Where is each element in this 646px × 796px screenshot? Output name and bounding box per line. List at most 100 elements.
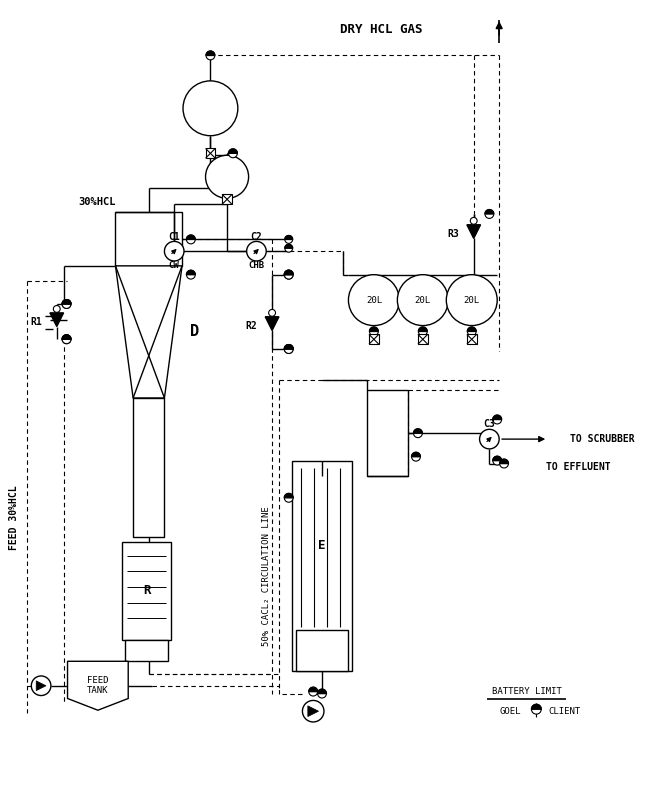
Polygon shape <box>309 687 318 692</box>
Circle shape <box>269 310 275 316</box>
Bar <box>133 398 165 537</box>
Polygon shape <box>187 271 195 275</box>
Text: C3: C3 <box>483 419 495 429</box>
Circle shape <box>284 271 293 279</box>
Polygon shape <box>485 209 494 214</box>
Circle shape <box>187 271 195 279</box>
Text: R1: R1 <box>30 317 42 326</box>
Circle shape <box>532 704 541 714</box>
Circle shape <box>446 275 497 326</box>
Circle shape <box>229 149 237 158</box>
Text: 20L: 20L <box>464 295 480 305</box>
Text: 20L: 20L <box>366 295 382 305</box>
Circle shape <box>62 299 71 308</box>
Circle shape <box>62 335 71 344</box>
Circle shape <box>479 429 499 449</box>
Circle shape <box>499 459 508 468</box>
Bar <box>205 148 215 158</box>
Polygon shape <box>284 345 293 349</box>
Circle shape <box>467 327 476 336</box>
Bar <box>369 334 379 344</box>
Circle shape <box>309 687 318 696</box>
Text: CHB: CHB <box>248 261 264 271</box>
Text: DRY HCL GAS: DRY HCL GAS <box>340 24 423 37</box>
Circle shape <box>206 51 215 60</box>
Polygon shape <box>284 345 293 349</box>
Polygon shape <box>50 313 63 326</box>
Polygon shape <box>493 416 501 419</box>
Circle shape <box>493 416 501 424</box>
Circle shape <box>419 327 427 336</box>
Circle shape <box>470 217 477 224</box>
Polygon shape <box>266 317 279 330</box>
Polygon shape <box>493 456 501 461</box>
Polygon shape <box>284 271 293 275</box>
Polygon shape <box>62 335 71 339</box>
Polygon shape <box>62 299 71 304</box>
Circle shape <box>413 429 422 438</box>
Circle shape <box>247 241 266 261</box>
Polygon shape <box>116 266 182 398</box>
Bar <box>296 630 348 671</box>
Circle shape <box>284 494 293 502</box>
Text: R: R <box>143 584 151 597</box>
Bar <box>122 542 171 640</box>
Circle shape <box>165 241 184 261</box>
Circle shape <box>397 275 448 326</box>
Text: 50% CACL₂ CIRCULATION LINE: 50% CACL₂ CIRCULATION LINE <box>262 506 271 646</box>
Text: FEED 30%HCL: FEED 30%HCL <box>8 485 19 550</box>
Text: BATTERY LIMIT: BATTERY LIMIT <box>492 687 561 696</box>
Circle shape <box>62 299 71 308</box>
Bar <box>291 461 352 671</box>
Circle shape <box>54 306 60 312</box>
Text: CLIENT: CLIENT <box>548 707 580 716</box>
Polygon shape <box>285 244 293 248</box>
Circle shape <box>31 676 51 696</box>
Bar <box>116 212 182 266</box>
Polygon shape <box>419 327 427 331</box>
Text: GOEL: GOEL <box>499 707 521 716</box>
Polygon shape <box>318 689 326 693</box>
Polygon shape <box>62 335 71 339</box>
Text: 30%HCL: 30%HCL <box>78 197 116 207</box>
Polygon shape <box>412 452 421 457</box>
Text: C1: C1 <box>169 232 180 241</box>
Polygon shape <box>285 236 293 240</box>
Circle shape <box>284 345 293 353</box>
Bar <box>222 194 232 205</box>
Polygon shape <box>499 459 508 463</box>
Bar <box>467 334 477 344</box>
Polygon shape <box>284 271 293 275</box>
Polygon shape <box>307 706 318 716</box>
Circle shape <box>205 155 249 198</box>
Circle shape <box>318 689 326 698</box>
Polygon shape <box>532 704 541 709</box>
Circle shape <box>62 335 71 344</box>
Polygon shape <box>467 224 481 239</box>
Text: FEED
TANK: FEED TANK <box>87 676 109 696</box>
Text: C2: C2 <box>251 232 262 241</box>
Text: R3: R3 <box>447 228 459 239</box>
Polygon shape <box>413 429 422 433</box>
Polygon shape <box>36 681 46 691</box>
Circle shape <box>284 345 293 353</box>
Circle shape <box>412 452 421 461</box>
Bar <box>418 334 428 344</box>
Text: E: E <box>318 540 326 552</box>
Text: CW: CW <box>169 261 180 271</box>
Text: 20L: 20L <box>415 295 431 305</box>
Text: TO SCRUBBER: TO SCRUBBER <box>570 434 634 444</box>
Circle shape <box>285 244 293 252</box>
Circle shape <box>284 271 293 279</box>
Circle shape <box>187 235 195 244</box>
Polygon shape <box>229 149 237 154</box>
Circle shape <box>493 456 501 465</box>
Circle shape <box>183 81 238 135</box>
Bar <box>125 640 169 661</box>
Polygon shape <box>467 327 476 331</box>
Bar <box>367 390 408 476</box>
Polygon shape <box>187 235 195 240</box>
Text: D: D <box>190 324 199 339</box>
Circle shape <box>285 236 293 244</box>
Polygon shape <box>284 494 293 498</box>
